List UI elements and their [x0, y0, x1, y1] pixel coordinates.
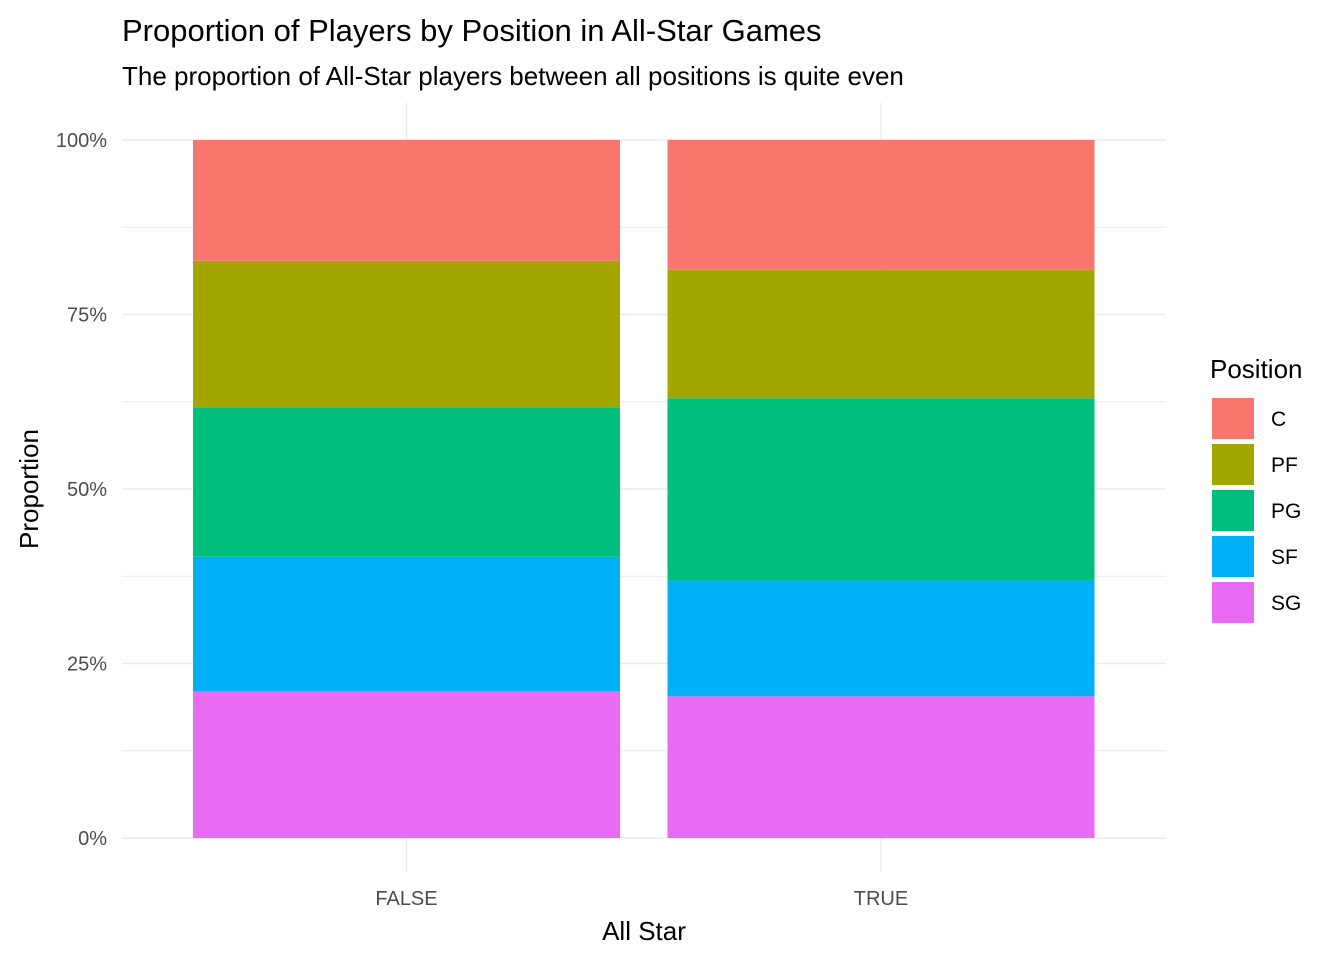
- x-tick-label: FALSE: [375, 888, 437, 910]
- legend-label-sf: SF: [1271, 546, 1298, 569]
- bar-segment-true-c: [667, 140, 1095, 270]
- y-tick-label: 0%: [78, 828, 107, 850]
- bar-segment-false-pg: [193, 407, 620, 557]
- y-tick-label: 50%: [67, 479, 107, 501]
- bar-segment-false-sg: [193, 691, 620, 838]
- legend-swatch-pf: [1212, 444, 1254, 485]
- bar-segment-true-pg: [667, 398, 1095, 581]
- bar-segment-false-sf: [193, 556, 620, 692]
- bar-segment-true-sf: [667, 580, 1095, 697]
- legend-label-c: C: [1271, 408, 1286, 431]
- y-axis-title: Proportion: [14, 429, 44, 549]
- x-axis-tick-labels: FALSE TRUE: [375, 888, 908, 910]
- chart-subtitle: The proportion of All-Star players betwe…: [122, 61, 904, 91]
- chart-title: Proportion of Players by Position in All…: [122, 13, 822, 48]
- legend-swatch-sf: [1212, 536, 1254, 577]
- legend: Position C PF PG SF SG: [1210, 354, 1303, 623]
- y-tick-label: 100%: [56, 130, 107, 152]
- bar-segment-false-pf: [193, 260, 620, 408]
- y-axis-tick-labels: 0% 25% 50% 75% 100%: [56, 130, 107, 850]
- bar-segment-true-sg: [667, 696, 1095, 838]
- legend-items: C PF PG SF SG: [1212, 398, 1301, 623]
- x-axis-title: All Star: [602, 916, 686, 946]
- x-tick-label: TRUE: [854, 888, 908, 910]
- legend-label-sg: SG: [1271, 592, 1301, 615]
- legend-swatch-pg: [1212, 490, 1254, 531]
- stacked-bars: [193, 140, 1095, 838]
- bar-segment-false-c: [193, 140, 620, 261]
- y-tick-label: 75%: [67, 305, 107, 327]
- legend-label-pg: PG: [1271, 500, 1301, 523]
- bar-segment-true-pf: [667, 269, 1095, 399]
- legend-label-pf: PF: [1271, 454, 1298, 477]
- legend-swatch-c: [1212, 398, 1254, 439]
- legend-title: Position: [1210, 354, 1303, 384]
- y-tick-label: 25%: [67, 654, 107, 676]
- legend-swatch-sg: [1212, 582, 1254, 623]
